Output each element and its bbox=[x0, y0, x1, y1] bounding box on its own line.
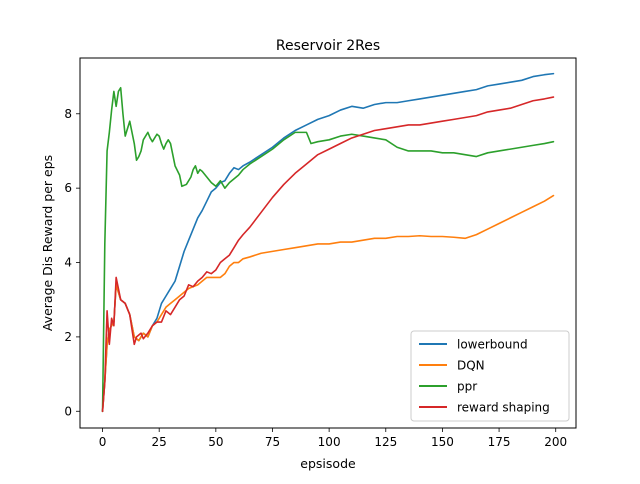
y-axis-label: Average Dis Reward per eps bbox=[40, 155, 55, 331]
legend-box bbox=[410, 330, 570, 422]
series-line-3 bbox=[101, 96, 555, 413]
x-tick-label-1: 25 bbox=[152, 435, 167, 449]
x-tick-label-4: 100 bbox=[318, 435, 341, 449]
x-tick-label-5: 125 bbox=[374, 435, 397, 449]
series-layer bbox=[101, 72, 555, 413]
y-tick-label-0: 0 bbox=[64, 404, 72, 418]
legend-label-3: reward shaping bbox=[457, 401, 550, 415]
legend: lowerbound DQN ppr reward shaping bbox=[410, 330, 570, 422]
legend-label-0: lowerbound bbox=[457, 338, 528, 352]
legend-label-2: ppr bbox=[457, 380, 477, 394]
y-tick-label-3: 6 bbox=[64, 181, 72, 195]
x-tick-label-6: 150 bbox=[431, 435, 454, 449]
x-tick-label-2: 50 bbox=[208, 435, 223, 449]
y-tick-label-2: 4 bbox=[64, 256, 72, 270]
x-tick-label-7: 175 bbox=[488, 435, 511, 449]
x-axis-label: epsisode bbox=[300, 456, 356, 471]
x-tick-label-3: 75 bbox=[265, 435, 280, 449]
x-axis-ticks: 0 25 50 75 100 125 150 175 200 bbox=[99, 428, 567, 449]
y-axis-ticks: 0 2 4 6 8 bbox=[64, 107, 80, 418]
y-tick-label-1: 2 bbox=[64, 330, 72, 344]
y-tick-label-4: 8 bbox=[64, 107, 72, 121]
series-line-2 bbox=[101, 86, 555, 413]
x-tick-label-8: 200 bbox=[544, 435, 567, 449]
x-tick-label-0: 0 bbox=[99, 435, 107, 449]
plot-frame bbox=[79, 57, 577, 429]
chart-title: Reservoir 2Res bbox=[276, 38, 380, 54]
legend-label-1: DQN bbox=[457, 359, 485, 373]
